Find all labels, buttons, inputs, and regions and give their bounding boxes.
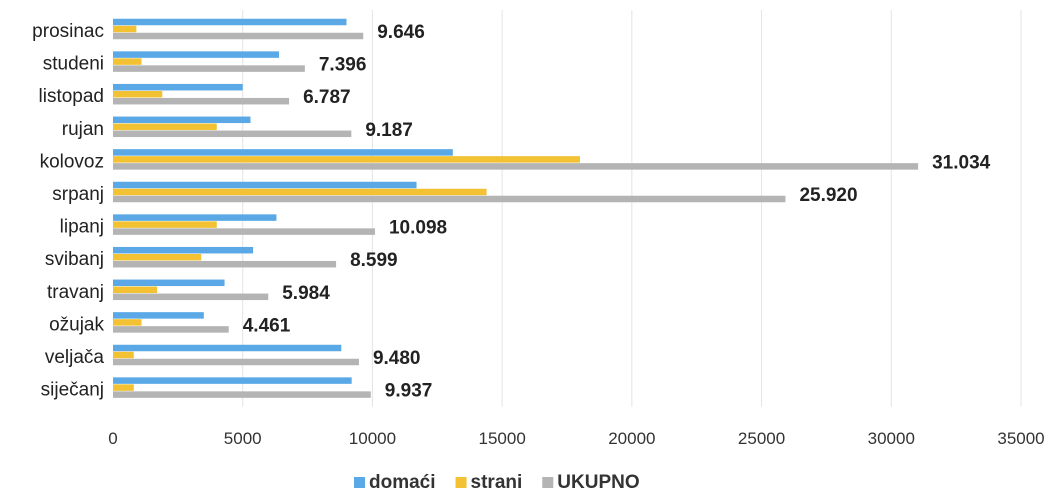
bar-ukupno	[113, 293, 269, 301]
x-axis-ticks: 0 5000 10000 15000 20000 25000 30000 35000	[108, 429, 1044, 448]
category-label: veljača	[45, 347, 105, 368]
category-label: prosinac	[32, 21, 104, 42]
bar-strani	[113, 58, 142, 65]
x-tick-label: 15000	[479, 429, 526, 448]
bar-ukupno	[113, 32, 364, 40]
data-label: 31.034	[932, 152, 991, 173]
bar-strani	[113, 156, 580, 163]
x-tick-label: 0	[108, 429, 117, 448]
data-label: 25.920	[799, 185, 857, 206]
category-label: studeni	[43, 54, 104, 75]
bar-ukupno	[113, 358, 359, 366]
data-label: 9.480	[373, 348, 421, 369]
bar-strani	[113, 319, 142, 326]
bar-strani	[113, 123, 217, 131]
bar-strani	[113, 25, 137, 33]
bar-strani	[113, 253, 202, 261]
category-label: rujan	[62, 119, 104, 140]
legend-label: strani	[471, 472, 523, 493]
bar-strani	[113, 90, 163, 98]
data-label: 9.646	[377, 22, 425, 43]
bar-domai	[113, 377, 352, 384]
legend: domaći strani UKUPNO	[354, 472, 640, 493]
x-tick-label: 35000	[997, 429, 1044, 448]
bar-domai	[113, 181, 417, 189]
gridlines	[242, 10, 1022, 407]
bar-domai	[113, 18, 347, 26]
legend-swatch	[542, 477, 554, 488]
data-label: 10.098	[389, 218, 447, 239]
bar-ukupno	[113, 97, 290, 105]
x-tick-label: 10000	[349, 429, 396, 448]
bar-strani	[113, 188, 487, 196]
bar-domai	[113, 214, 277, 221]
bar-strani	[113, 351, 134, 359]
bar-strani	[113, 221, 217, 228]
category-label: lipanj	[60, 217, 104, 238]
x-tick-label: 30000	[868, 429, 915, 448]
bar-domai	[113, 344, 342, 352]
bar-ukupno	[113, 163, 919, 170]
bar-ukupno	[113, 65, 305, 72]
bar-strani	[113, 384, 134, 391]
x-tick-label: 5000	[224, 429, 262, 448]
category-label: listopad	[39, 86, 105, 107]
data-label: 8.599	[350, 250, 398, 271]
bar-domai	[113, 246, 254, 254]
bar-ukupno	[113, 130, 352, 138]
category-label: travanj	[47, 282, 104, 303]
data-label: 6.787	[303, 87, 351, 108]
bar-domai	[113, 51, 280, 58]
bar-ukupno	[113, 228, 375, 235]
bars	[113, 18, 919, 398]
data-label: 9.187	[365, 120, 413, 141]
bar-domai	[113, 279, 225, 287]
category-label: kolovoz	[40, 151, 104, 172]
category-label: srpanj	[52, 184, 104, 205]
bar-domai	[113, 83, 243, 91]
category-label: siječanj	[41, 380, 104, 401]
legend-label: domaći	[369, 472, 436, 493]
legend-swatch	[354, 477, 365, 488]
bar-domai	[113, 149, 453, 156]
category-labels: prosinac studeni listopad rujan kolovoz srpan…	[32, 21, 104, 401]
data-labels: 9.646 7.396 6.787 9.187 31.034 25.920 10.098 8.…	[243, 22, 991, 402]
bar-ukupno	[113, 260, 337, 268]
bar-domai	[113, 116, 251, 124]
bar-ukupno	[113, 326, 229, 333]
bar-strani	[113, 286, 158, 294]
data-label: 9.937	[385, 381, 433, 402]
category-label: ožujak	[49, 314, 104, 335]
bar-ukupno	[113, 391, 371, 398]
legend-swatch	[455, 477, 467, 488]
data-label: 7.396	[319, 55, 367, 76]
legend-label: UKUPNO	[557, 472, 639, 493]
bar-domai	[113, 312, 204, 319]
category-label: svibanj	[45, 249, 104, 270]
x-tick-label: 20000	[608, 429, 655, 448]
x-tick-label: 25000	[738, 429, 785, 448]
bar-ukupno	[113, 195, 786, 203]
data-label: 5.984	[282, 283, 330, 304]
data-label: 4.461	[243, 315, 291, 336]
